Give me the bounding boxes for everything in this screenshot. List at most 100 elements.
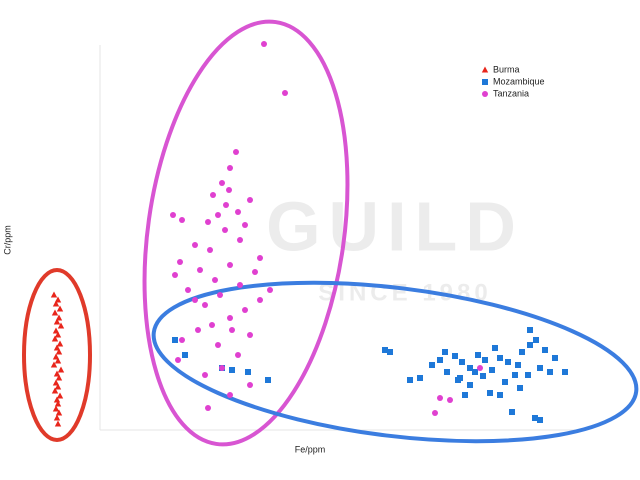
point bbox=[56, 392, 64, 399]
point bbox=[429, 362, 435, 368]
point bbox=[54, 357, 62, 364]
point bbox=[472, 369, 478, 375]
point bbox=[237, 282, 243, 288]
point bbox=[56, 340, 64, 347]
x-axis-label: Fe/ppm bbox=[295, 444, 326, 454]
point bbox=[185, 287, 191, 293]
point bbox=[437, 357, 443, 363]
point bbox=[192, 297, 198, 303]
point bbox=[195, 327, 201, 333]
point bbox=[233, 149, 239, 155]
point bbox=[527, 327, 533, 333]
point bbox=[261, 41, 267, 47]
point bbox=[515, 362, 521, 368]
point bbox=[226, 187, 232, 193]
point bbox=[455, 377, 461, 383]
point bbox=[54, 331, 62, 338]
point bbox=[227, 315, 233, 321]
legend-label: Tanzania bbox=[493, 88, 529, 98]
point bbox=[52, 300, 60, 307]
point bbox=[512, 372, 518, 378]
point bbox=[533, 337, 539, 343]
mozambique-ellipse bbox=[151, 280, 639, 444]
point bbox=[505, 359, 511, 365]
point bbox=[52, 353, 60, 360]
point bbox=[51, 309, 59, 316]
point bbox=[222, 227, 228, 233]
point bbox=[489, 367, 495, 373]
point bbox=[257, 297, 263, 303]
point bbox=[497, 355, 503, 361]
point bbox=[54, 296, 62, 303]
point bbox=[227, 262, 233, 268]
point bbox=[482, 357, 488, 363]
point bbox=[57, 366, 65, 373]
point bbox=[52, 327, 60, 334]
point bbox=[170, 212, 176, 218]
point bbox=[432, 410, 438, 416]
point bbox=[532, 415, 538, 421]
point bbox=[502, 379, 508, 385]
point bbox=[179, 337, 185, 343]
point bbox=[437, 395, 443, 401]
point bbox=[237, 237, 243, 243]
point bbox=[205, 219, 211, 225]
point bbox=[382, 347, 388, 353]
point bbox=[265, 377, 271, 383]
point bbox=[197, 267, 203, 273]
point bbox=[55, 374, 63, 381]
point bbox=[50, 291, 58, 298]
point bbox=[209, 322, 215, 328]
point bbox=[219, 365, 225, 371]
legend-marker bbox=[482, 79, 488, 85]
point bbox=[50, 361, 58, 368]
point bbox=[242, 222, 248, 228]
point bbox=[267, 287, 273, 293]
point bbox=[55, 409, 63, 416]
point bbox=[497, 392, 503, 398]
point bbox=[210, 192, 216, 198]
point bbox=[229, 327, 235, 333]
watermark: GUILD bbox=[266, 187, 524, 265]
point bbox=[223, 202, 229, 208]
point bbox=[54, 383, 62, 390]
point bbox=[475, 352, 481, 358]
point bbox=[53, 414, 61, 421]
point bbox=[492, 345, 498, 351]
point bbox=[55, 348, 63, 355]
point bbox=[56, 305, 64, 312]
point bbox=[247, 332, 253, 338]
point bbox=[177, 259, 183, 265]
point bbox=[444, 369, 450, 375]
point bbox=[537, 417, 543, 423]
point bbox=[205, 405, 211, 411]
point bbox=[242, 307, 248, 313]
legend-label: Mozambique bbox=[493, 76, 545, 86]
point bbox=[562, 369, 568, 375]
point bbox=[219, 180, 225, 186]
point bbox=[179, 217, 185, 223]
point bbox=[547, 369, 553, 375]
point bbox=[459, 359, 465, 365]
point bbox=[227, 165, 233, 171]
point bbox=[257, 255, 263, 261]
point bbox=[52, 405, 60, 412]
point bbox=[51, 387, 59, 394]
point bbox=[227, 392, 233, 398]
point bbox=[53, 318, 61, 325]
point bbox=[54, 400, 62, 407]
point bbox=[217, 292, 223, 298]
point bbox=[480, 373, 486, 379]
point bbox=[537, 365, 543, 371]
point bbox=[542, 347, 548, 353]
point bbox=[247, 197, 253, 203]
point bbox=[282, 90, 288, 96]
legend-marker bbox=[481, 66, 489, 73]
point bbox=[517, 385, 523, 391]
point bbox=[452, 353, 458, 359]
point bbox=[235, 209, 241, 215]
point bbox=[207, 247, 213, 253]
point bbox=[467, 382, 473, 388]
